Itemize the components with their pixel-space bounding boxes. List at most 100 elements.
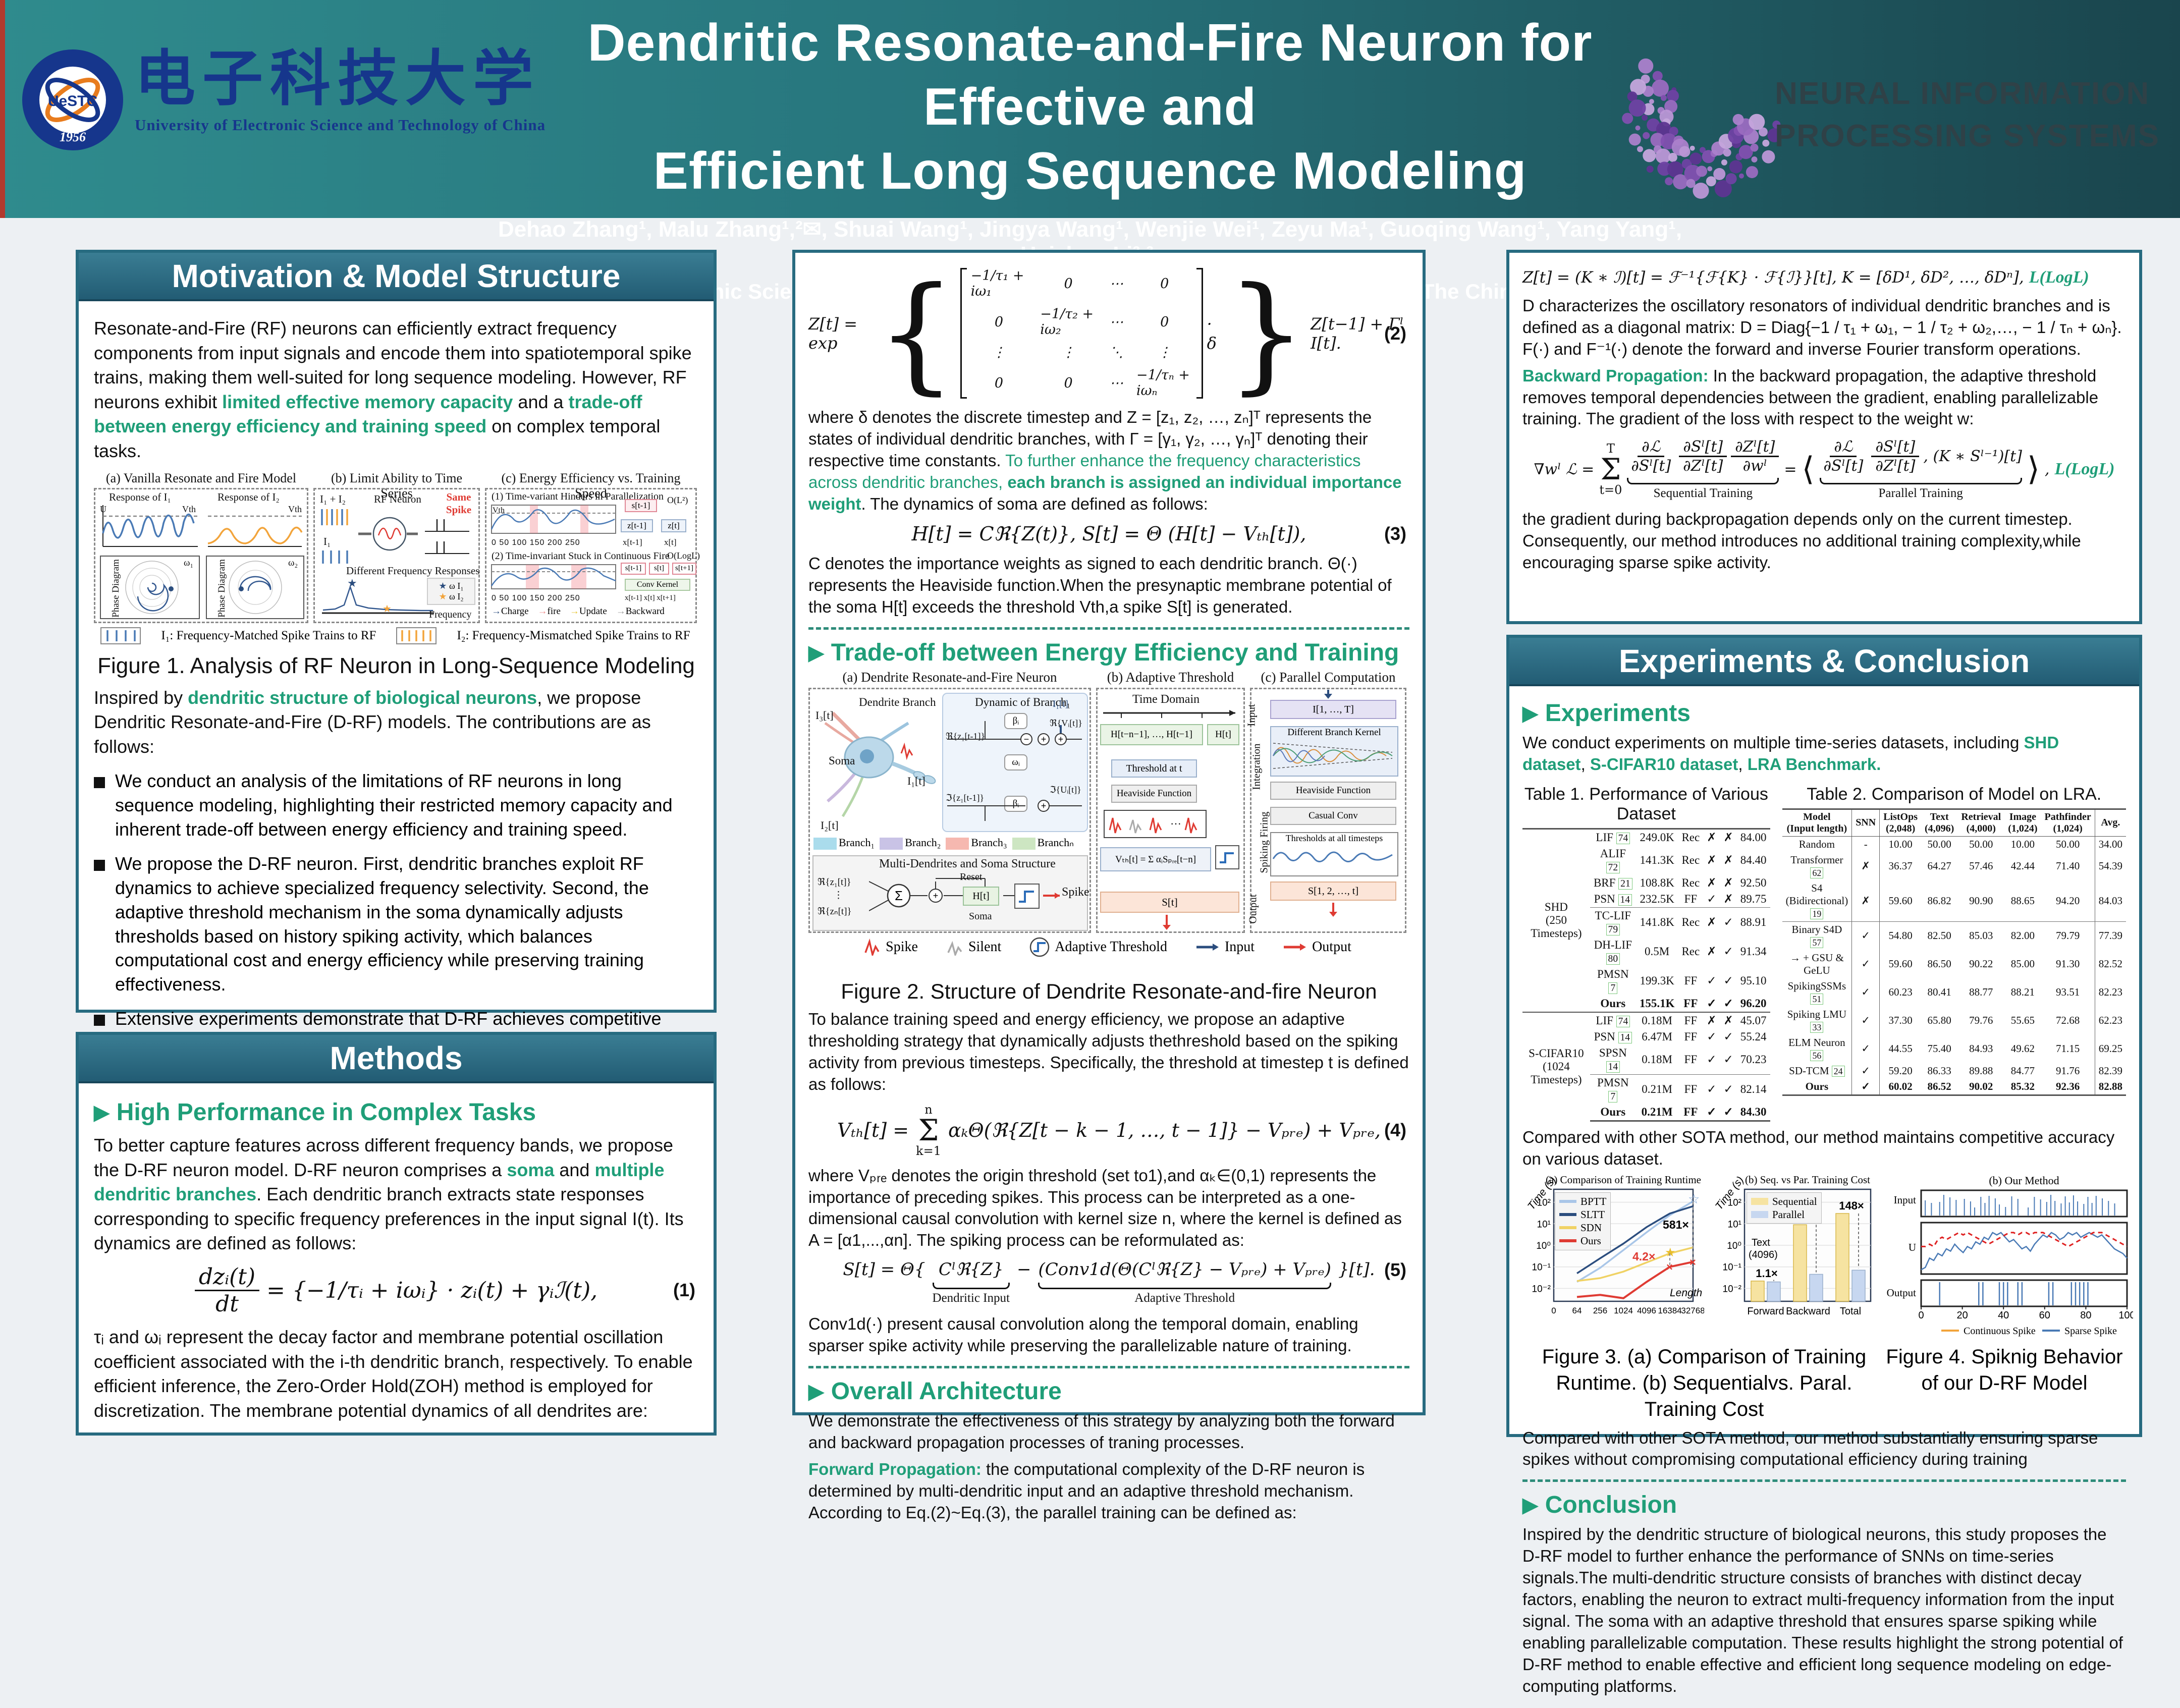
table-row: S-CIFAR10 (1024 Timesteps) LIF 74 0.18M FF ✗… xyxy=(1522,1011,1770,1121)
table-row: Binary S4D 57 ✓ 54.80 82.50 85.03 82.00 79.79 7… xyxy=(1782,921,2126,950)
table-cell: 82.00 xyxy=(2010,929,2035,942)
table-cell: SPSN 14 xyxy=(1590,1044,1636,1075)
fig2-mds-box xyxy=(812,855,1088,931)
table-cell: 92.50 xyxy=(1740,876,1767,889)
fig2-panel-a-title: (a) Dendrite Resonate-and-Fire Neuron xyxy=(842,670,1057,685)
fig1-sb1: s[t-1] xyxy=(621,562,646,575)
fig1-rfneuron-label: RF Neuron xyxy=(374,492,421,505)
dendritic-input-label: Dendritic Input xyxy=(932,1291,1010,1305)
fig2-s12-box: S[1, 2, …, t] xyxy=(1270,881,1396,901)
legend-entry: Parallel xyxy=(1751,1208,1817,1221)
fig1-vth-label-1: Vth xyxy=(182,504,196,514)
table-cell: → + GSU & GeLU xyxy=(1789,951,1844,976)
fig2-out-arrow-b xyxy=(1163,915,1171,930)
table-cell: FF xyxy=(1678,1104,1704,1122)
table-row: S4 (Bidirectional) 19 ✗ 59.60 86.82 90.90 88.… xyxy=(1782,880,2126,922)
table-cell: Rec xyxy=(1681,876,1700,889)
table-cell: 90.90 xyxy=(1957,880,2005,922)
panel-motivation: Motivation & Model Structure Resonate-an… xyxy=(76,250,717,1077)
fig1-wi2-label: ω I₂ xyxy=(449,591,464,601)
neurips-text-line1: NEURAL INFORMATION xyxy=(1775,76,2150,112)
table-cell: 82.14 xyxy=(1740,1082,1767,1095)
table-row: PSN 14 6.47M FF ✓ ✓ 55.24 xyxy=(1522,1029,1770,1045)
fig2-time-axis xyxy=(1103,710,1235,719)
brace-right: } xyxy=(1226,259,1307,407)
svg-text:10⁻¹: 10⁻¹ xyxy=(1723,1262,1742,1273)
equation-3-number: (3) xyxy=(1384,523,1406,544)
table-cell: ✗ xyxy=(1707,915,1717,928)
conclusion-text: Inspired by the dendritic structure of b… xyxy=(1522,1525,2123,1695)
fig2-iu-label: ℑ{Uᵢ[t]} xyxy=(1050,785,1081,795)
citation-ref: 21 xyxy=(1618,877,1632,890)
table-cell: 60.23 xyxy=(1879,978,1922,1007)
table-cell: Rec xyxy=(1678,828,1704,846)
table-cell: Rec xyxy=(1681,945,1700,958)
citation-ref: 7 xyxy=(1608,1090,1618,1103)
arrow-icon: ▶ xyxy=(808,1380,824,1403)
table-cell: 64.27 xyxy=(1927,860,1951,872)
table-cell: ✓ xyxy=(1851,950,1880,978)
table-header: Retrieval (4,000) xyxy=(1957,808,2005,837)
table-cell: Binary S4D 57 xyxy=(1791,923,1842,948)
text-segment: each branch is assigned an individual im… xyxy=(808,472,1402,513)
uestc-logo: UeSTC 1956 电子科技大学 University of Electron… xyxy=(21,48,546,152)
fig2-output-label: Output xyxy=(1246,894,1259,924)
legend-entry: BPTT xyxy=(1559,1195,1606,1208)
table-performance: SHD (250 Timesteps) LIF 74 249.0K Rec ✗ ✗ 84.0… xyxy=(1522,828,1770,1122)
panel-methods: Methods ▶ High Performance in Complex Tas… xyxy=(76,1032,717,1436)
svg-text:···: ··· xyxy=(1170,817,1181,830)
equation-5-number: (5) xyxy=(1384,1259,1406,1281)
table-cell: 36.37 xyxy=(1879,852,1922,880)
table-cell: ✓ xyxy=(1707,997,1717,1010)
uestc-emblem-icon: UeSTC 1956 xyxy=(22,49,123,150)
fig2-ht-box: H[t] xyxy=(963,887,999,906)
table-cell: ✓ xyxy=(1851,1078,1880,1096)
table-cell: ✗ xyxy=(1720,891,1737,908)
table-cell: ✗ xyxy=(1851,880,1880,922)
table-cell: 85.32 xyxy=(2004,1078,2041,1096)
fig2-hist-box: H[t−n−1], …, H[t−1] xyxy=(1100,724,1203,746)
table-cell: 10.00 xyxy=(2010,838,2035,850)
table-cell: 84.30 xyxy=(1736,1104,1770,1122)
fig2-rv-label: ℜ{Vᵢ[t]} xyxy=(1050,718,1082,729)
tradeoff-heading: ▶ Trade-off between Energy Efficiency and… xyxy=(808,639,1399,667)
fig2-spike-label: Spike xyxy=(1062,886,1089,899)
table-cell: 89.75 xyxy=(1736,891,1770,908)
figure3b: 10²10¹10⁰10⁻¹10⁻²1.1×Forward147×Backward… xyxy=(1709,1174,1881,1342)
table-cell: 84.00 xyxy=(1736,828,1770,846)
table-cell: 85.03 xyxy=(1969,929,1993,942)
uestc-english-name: University of Electronic Science and Tec… xyxy=(135,116,546,134)
adaptive-threshold-label: Adaptive Threshold xyxy=(1134,1291,1235,1305)
fig2-casualconv-box: Casual Conv xyxy=(1270,807,1396,825)
svg-text:U: U xyxy=(1909,1241,1916,1253)
table1-block: Table 1. Performance of Various Dataset … xyxy=(1522,781,1770,1122)
table-cell: FF xyxy=(1678,891,1704,908)
citation-ref: 19 xyxy=(1810,908,1824,919)
fig1-spiral1 xyxy=(125,560,179,614)
table-row: SpikingSSMs 51 ✓ 60.23 80.41 88.77 88.21 93.51… xyxy=(1782,978,2126,1007)
mid-paragraph7: Forward Propagation: the computational c… xyxy=(808,1459,1409,1524)
svg-text:−: − xyxy=(1024,734,1029,744)
table-row: → + GSU & GeLU ✓ 59.60 86.50 90.22 85.00 91.3… xyxy=(1782,950,2126,978)
motivation-intro: Resonate-and-Fire (RF) neurons can effic… xyxy=(94,316,698,464)
citation-ref: 14 xyxy=(1618,894,1632,906)
table-cell: 82.88 xyxy=(2094,1078,2126,1096)
contribution-item: We propose the D-RF neuron. First, dendr… xyxy=(94,852,698,997)
table-cell: 59.60 xyxy=(1879,880,1922,922)
table-cell: ✗ xyxy=(1720,828,1737,846)
parallel-training-label: Parallel Training xyxy=(1878,486,1963,501)
sparse-spikes-text: Compared with other SOTA method, our met… xyxy=(1522,1428,2098,1469)
experiments-intro: We conduct experiments on multiple time-… xyxy=(1522,732,2126,776)
table-cell: ✗ xyxy=(1707,876,1717,889)
table-cell: ✓ xyxy=(1723,945,1733,958)
svg-text:Length: Length xyxy=(1670,1287,1702,1299)
table-cell: ✗ xyxy=(1723,853,1733,866)
svg-text:Text: Text xyxy=(1752,1237,1770,1248)
table-row: Transformer 62 ✗ 36.37 64.27 57.46 42.44 71.40… xyxy=(1782,852,2126,880)
mid-paragraph3: To balance training speed and energy eff… xyxy=(808,1010,1409,1093)
table-cell: Spiking LMU 33 xyxy=(1787,1008,1846,1033)
figures-row: 10² 10¹ 10⁰ 10⁻¹ 10⁻² 0 64 256 1024 4096 16384 3276… xyxy=(1522,1174,2136,1342)
table-cell: 84.40 xyxy=(1740,853,1767,866)
table-cell: 0.21M xyxy=(1636,1104,1678,1122)
